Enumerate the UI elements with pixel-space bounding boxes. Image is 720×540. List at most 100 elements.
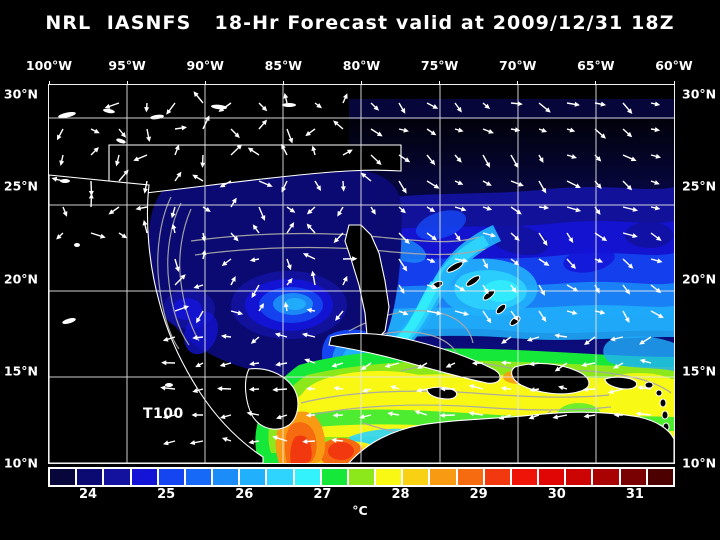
current-vector-arrow [582,386,596,392]
small-islands [58,103,296,387]
current-vector-arrow [594,206,601,215]
current-vector-arrow [594,101,607,107]
current-vector-arrow [272,387,288,393]
current-vector-arrow [650,153,662,159]
current-vector-arrow [635,411,652,417]
current-vector-arrow [310,270,316,286]
current-vector-arrow [193,91,204,104]
current-vector-arrow [398,206,406,214]
current-vector-arrow [650,232,662,241]
current-vector-arrow [342,149,353,156]
current-vector-arrow [583,413,596,419]
current-vector-arrow [566,101,580,107]
current-vector-arrow [510,310,519,322]
current-vector-arrow [221,258,232,266]
current-vector-arrow [118,128,127,138]
current-vector-arrow [118,169,129,182]
current-vector-arrow [439,386,456,392]
current-vector-arrow [454,206,467,212]
sst-map-plot[interactable] [49,85,674,463]
current-vector-arrow [398,258,408,272]
current-vector-arrow [426,258,436,263]
current-vector-arrow [566,180,581,189]
current-vector-arrow [90,147,99,156]
current-vector-arrow [554,362,568,372]
colorbar-cell [266,468,294,486]
current-vector-arrow [258,119,268,130]
current-vector-arrow [426,284,438,289]
current-vector-arrow [272,435,288,442]
current-vector-arrow [426,154,436,166]
current-vector-arrow [426,102,439,109]
current-vector-arrow [306,206,316,215]
current-vector-arrow [283,301,289,312]
current-vector-arrow [202,115,210,130]
current-vector-arrow [196,310,204,324]
current-vector-arrow [258,206,266,221]
lat-tick-label-right: 10°N [682,455,717,471]
current-vector-arrow [250,336,260,344]
current-vector-arrow [566,258,576,269]
current-vector-arrow [501,336,512,344]
current-vector-arrow [426,206,436,213]
current-vector-arrow [538,205,550,211]
current-vector-arrow [482,154,491,168]
current-vector-arrow [426,128,437,136]
current-vector-arrow [359,414,372,419]
colorbar-cell [347,468,376,486]
current-vector-arrow [581,362,596,368]
current-vector-arrow [613,412,623,418]
lon-tick-label: 85°W [264,58,303,73]
current-vector-arrow [650,284,662,294]
lat-tick-label-left: 20°N [3,271,38,287]
land-masses [49,144,674,463]
current-vector-arrow [622,310,630,323]
current-vector-arrow [108,206,120,215]
current-vector-arrow [286,258,292,271]
current-vector-arrow [566,232,574,243]
current-vector-arrow [302,253,316,260]
current-vector-arrow [219,362,232,368]
current-vector-arrow [538,284,545,296]
current-vector-arrow [622,284,631,295]
current-vector-arrow [220,333,232,339]
current-vector-arrow [221,437,232,442]
current-vector-arrow [337,206,344,217]
current-vector-arrow [230,197,237,208]
current-vector-arrow [342,93,348,104]
current-vector-arrow [230,144,243,156]
current-vector-arrow [414,410,428,416]
current-vector-arrow [161,360,176,366]
current-vector-arrow [162,414,176,420]
current-vector-arrow [439,412,456,418]
current-vector-arrow [333,120,344,130]
colorbar[interactable] [49,468,674,486]
current-vector-arrow [454,154,462,163]
field-label-t100: T100 [143,406,184,422]
lon-tick-mark [204,81,206,85]
colorbar-cell [157,468,185,486]
lon-tick-label: 70°W [499,58,537,73]
current-vector-arrow [248,386,260,392]
colorbar-cell [565,468,593,486]
longitude-axis-top: 100°W 95°W 90°W 85°W 80°W 75°W 70°W 65°W 60°W [0,58,720,74]
current-vector-arrow [622,258,634,269]
current-vector-arrow [144,102,150,113]
current-vector-arrow [174,274,186,286]
current-vector-arrow [639,336,652,345]
current-vector-arrow [528,414,540,420]
current-vector-arrow [191,412,203,418]
current-vector-arrows [51,91,664,446]
colorbar-tick-labels: 24 25 26 27 28 29 30 31 [0,487,720,503]
current-vector-arrow [650,127,661,133]
current-vector-arrow [528,361,540,367]
current-vector-arrow [88,180,94,197]
colorbar-tick-label: 24 [79,487,98,502]
colorbar-cell [320,468,348,486]
current-vector-arrow [174,171,182,182]
lat-tick-label-left: 30°N [3,86,38,102]
lon-tick-mark [517,81,519,85]
current-vector-arrow [192,174,204,182]
current-vector-arrow [538,154,544,163]
colorbar-cell [510,468,539,486]
